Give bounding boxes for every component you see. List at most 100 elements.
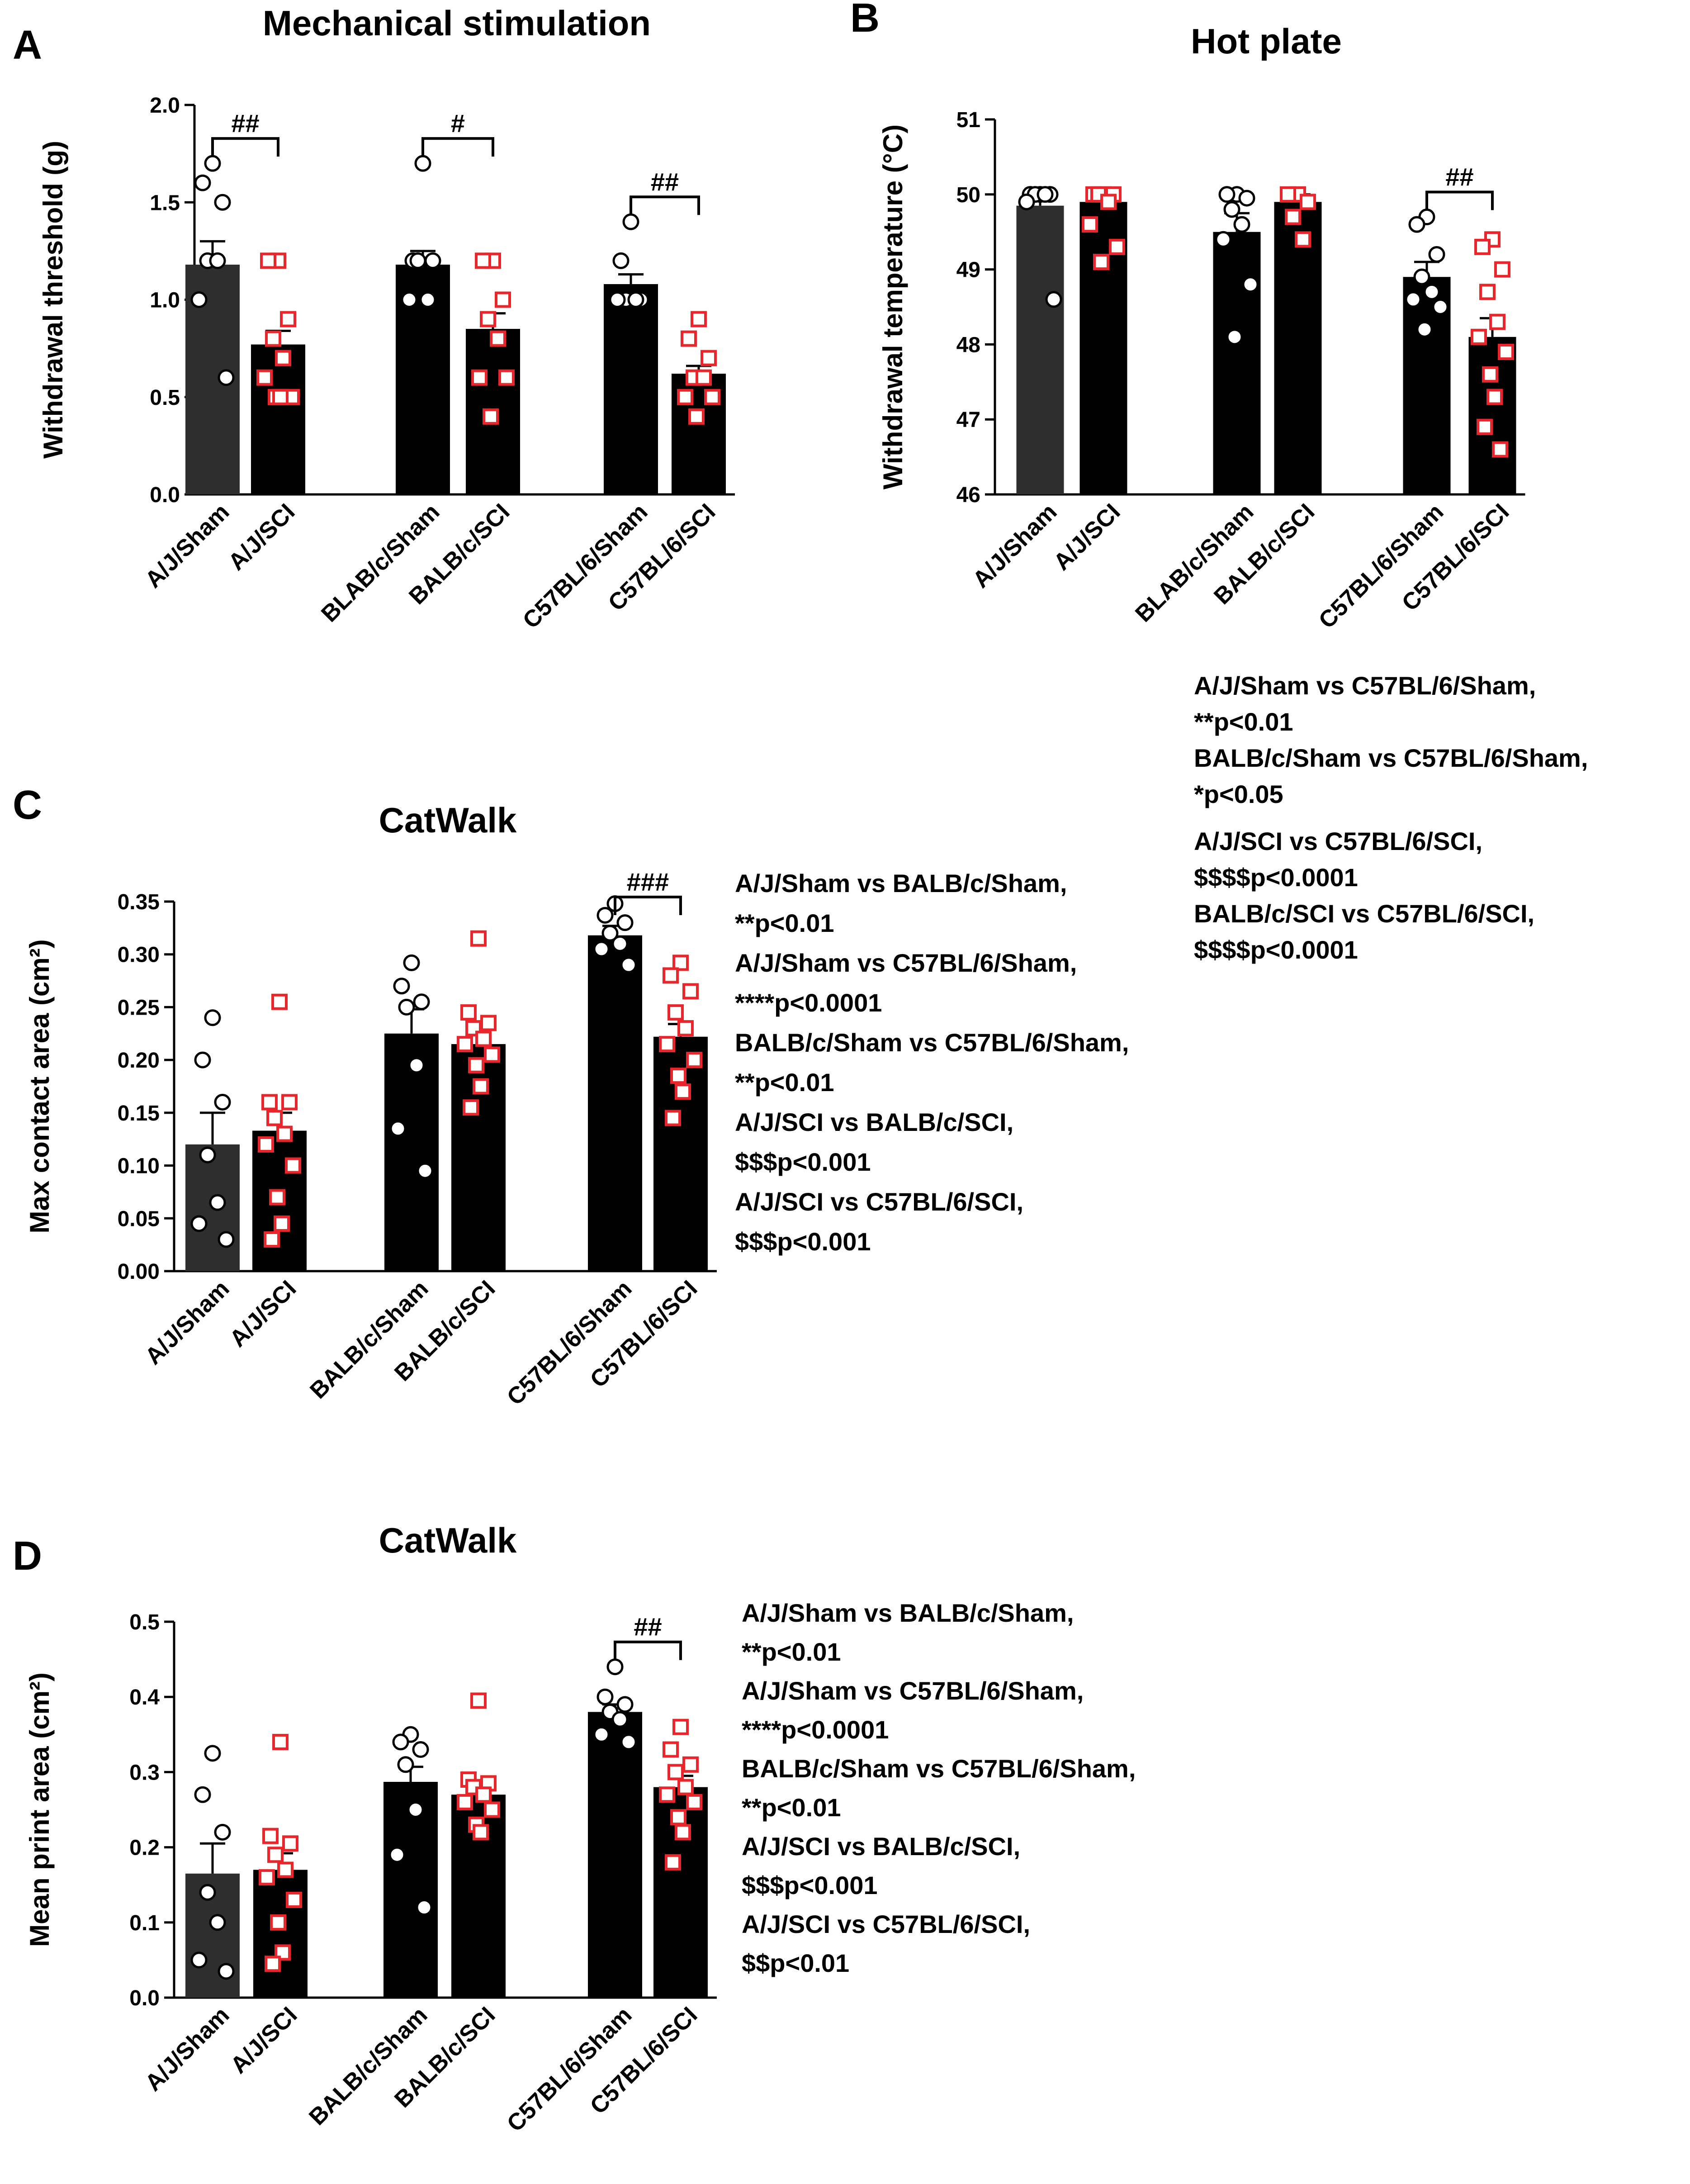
stats-text: A/J/Sham vs BALB/c/Sham,: [742, 1599, 1074, 1627]
significance-label: ##: [1445, 163, 1473, 191]
data-point-sham: [388, 1846, 406, 1863]
y-tick-label: 0.0: [129, 1986, 160, 2010]
data-point-sci: [480, 1015, 497, 1031]
data-point-sham: [417, 1162, 434, 1179]
data-point-sci: [473, 1824, 489, 1841]
x-tick-label: A/J/SCI: [225, 1275, 302, 1352]
data-point-sci: [271, 993, 288, 1010]
significance-bracket: [630, 195, 700, 215]
data-point-sham: [612, 252, 630, 269]
data-point-sci: [261, 1094, 278, 1111]
y-axis-label: Max contact area (cm²): [24, 939, 55, 1233]
data-point-sci: [475, 1786, 492, 1803]
bar: [1274, 202, 1322, 494]
stats-text: A/J/Sham vs C57BL/6/Sham,: [1194, 671, 1536, 700]
data-point-sci: [270, 1914, 286, 1931]
data-point-sci: [1494, 261, 1510, 278]
data-point-sham: [194, 1051, 211, 1068]
data-point-sci: [704, 389, 720, 405]
x-tick-label: A/J/SCI: [223, 499, 300, 575]
data-point-sham: [190, 291, 208, 308]
data-point-sham: [616, 914, 634, 931]
data-point-sci: [267, 1847, 284, 1863]
data-point-sham: [620, 1733, 637, 1751]
bar: [1468, 337, 1516, 494]
data-point-sham: [209, 252, 226, 269]
y-axis-label: Mean print area (cm²): [24, 1672, 55, 1947]
data-point-sci: [463, 1099, 479, 1116]
data-point-sci: [1280, 186, 1296, 203]
data-point-sham: [416, 1899, 433, 1916]
panel-letter: A: [13, 23, 42, 68]
data-point-sham: [204, 1009, 221, 1026]
data-point-sham: [1238, 190, 1255, 207]
data-point-sci: [471, 369, 488, 386]
data-point-sci: [1300, 194, 1316, 210]
x-tick-label: A/J/Sham: [140, 499, 235, 593]
data-point-sci: [1474, 238, 1491, 255]
data-point-sci: [1498, 343, 1514, 360]
stats-text: **p<0.01: [735, 1068, 834, 1097]
data-point-sci: [665, 1110, 681, 1126]
data-point-sham: [622, 213, 639, 230]
data-point-sci: [269, 1189, 285, 1206]
data-point-sham: [409, 252, 426, 269]
data-point-sci: [1109, 238, 1125, 255]
data-point-sci: [285, 1157, 301, 1174]
data-point-sham: [1037, 186, 1054, 203]
data-point-sci: [677, 389, 693, 405]
data-point-sham: [389, 1120, 407, 1137]
data-point-sci: [1486, 389, 1503, 405]
data-point-sci: [470, 1692, 487, 1709]
data-point-sham: [194, 1786, 211, 1803]
data-point-sci: [277, 1861, 294, 1878]
y-tick-label: 0.10: [118, 1154, 160, 1178]
panel-b: B Hot plate 46 47 48 49 50 51 Withdrawal tempera…: [850, 0, 1588, 964]
data-point-sci: [675, 1824, 691, 1841]
stats-text: **p<0.01: [742, 1793, 841, 1822]
data-point-sci: [260, 252, 276, 269]
chart-title: Hot plate: [1191, 21, 1342, 61]
significance-label: ##: [634, 1613, 662, 1641]
y-tick-label: 0.4: [129, 1685, 160, 1709]
data-point-sci: [686, 1794, 702, 1810]
significance-label: #: [451, 109, 465, 138]
data-point-sci: [274, 1215, 290, 1232]
data-point-sci: [696, 369, 712, 386]
bar: [604, 284, 658, 494]
data-point-sham: [1408, 216, 1425, 233]
data-point-sci: [475, 1030, 492, 1047]
data-point-sci: [667, 1004, 684, 1021]
stats-text: A/J/SCI vs C57BL/6/SCI,: [1194, 827, 1482, 855]
data-point-sci: [286, 1891, 302, 1908]
data-point-sci: [262, 1828, 279, 1844]
x-tick-label: BALB/c/Sham: [304, 2002, 432, 2130]
data-point-sci: [272, 389, 289, 405]
data-point-sci: [686, 1052, 702, 1068]
data-point-sci: [258, 1136, 274, 1153]
y-tick-label: 2.0: [150, 94, 180, 118]
x-tick-label: A/J/SCI: [226, 2002, 303, 2079]
data-point-sci: [665, 1854, 681, 1871]
data-point-sci: [1100, 194, 1117, 210]
data-point-sham: [1423, 283, 1440, 300]
data-point-sci: [264, 1231, 280, 1248]
significance-bracket: [1425, 190, 1494, 210]
y-tick-label: 49: [956, 258, 980, 282]
data-point-sci: [276, 1125, 293, 1142]
data-point-sham: [609, 291, 626, 308]
stats-text: $$$$p<0.0001: [1194, 863, 1358, 892]
data-point-sham: [204, 155, 221, 172]
x-tick-label: A/J/Sham: [140, 1275, 235, 1370]
data-point-sham: [419, 291, 436, 308]
panel-letter: D: [13, 1534, 42, 1579]
bar: [451, 1044, 506, 1271]
data-point-sham: [392, 1733, 409, 1751]
data-point-sci: [490, 330, 506, 347]
data-point-sham: [620, 956, 637, 973]
data-point-sci: [457, 1794, 473, 1810]
y-tick-label: 0.5: [150, 386, 180, 410]
data-point-sham: [596, 907, 614, 924]
stats-text: A/J/Sham vs C57BL/6/Sham,: [742, 1676, 1084, 1705]
